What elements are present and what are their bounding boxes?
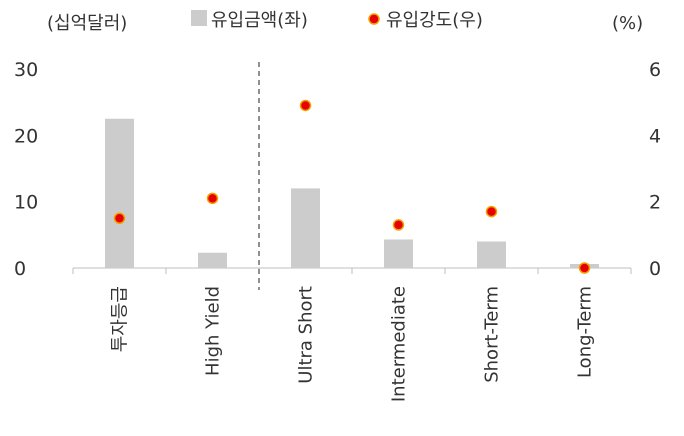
left-tick-label: 20 — [14, 125, 38, 147]
legend-bar-label: 유입금액(좌) — [211, 10, 308, 31]
left-tick-label: 10 — [14, 192, 38, 214]
category-label: Short-Term — [482, 286, 503, 383]
right-tick-label: 2 — [649, 192, 661, 214]
left-axis-ticks: 0 10 20 30 — [14, 59, 38, 280]
legend-marker-swatch — [368, 13, 380, 25]
left-axis-unit: (십억달러) — [47, 13, 127, 34]
bar — [477, 241, 506, 268]
left-tick-label: 0 — [14, 258, 26, 280]
legend-marker-label: 유입강도(우) — [386, 10, 483, 31]
legend-bar-swatch — [191, 10, 207, 26]
category-label: 투자등급 — [110, 286, 131, 352]
bar — [291, 188, 320, 268]
marker-point — [392, 219, 405, 231]
marker-point — [113, 212, 126, 224]
bar — [105, 118, 134, 268]
category-ticks — [72, 268, 632, 274]
category-label: Ultra Short — [296, 286, 317, 384]
left-tick-label: 30 — [14, 59, 38, 81]
marker-point — [299, 99, 312, 112]
bar-series — [105, 118, 599, 268]
bar — [384, 239, 413, 268]
right-tick-label: 4 — [649, 125, 661, 147]
right-tick-label: 6 — [649, 59, 661, 81]
category-label: High Yield — [203, 286, 224, 376]
category-labels: 투자등급 High Yield Ultra Short Intermediate Sho… — [110, 286, 596, 402]
right-tick-label: 0 — [649, 258, 661, 280]
bar — [198, 252, 227, 268]
right-axis-ticks: 0 2 4 6 — [649, 59, 661, 280]
marker-point — [206, 192, 219, 205]
marker-point — [578, 262, 591, 274]
marker-series — [113, 99, 591, 274]
category-label: Intermediate — [389, 286, 410, 402]
right-axis-unit: (%) — [612, 13, 643, 34]
marker-point — [485, 205, 498, 218]
legend: 유입금액(좌) 유입강도(우) — [191, 10, 483, 31]
category-label: Long-Term — [575, 286, 596, 378]
